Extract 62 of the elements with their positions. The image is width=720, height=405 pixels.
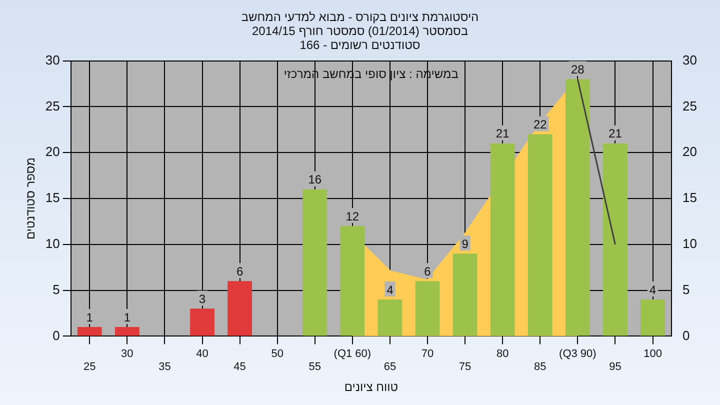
bar: [528, 134, 552, 336]
y2-tick-label: 20: [682, 144, 698, 160]
y2-tick-label: 30: [682, 52, 698, 68]
bar: [490, 143, 515, 336]
data-label: 4: [386, 282, 394, 297]
data-label: 4: [649, 282, 656, 297]
bar: [114, 327, 140, 336]
y-tick-label: 10: [45, 236, 60, 251]
data-label: 3: [198, 292, 206, 306]
bar: [77, 327, 102, 336]
x-tick-label: 25: [84, 361, 96, 374]
chart-title: היסטוגרמת ציונים בקורס - מבוא למדעי המחשב: [240, 10, 480, 24]
y2-tick-label: 5: [682, 282, 690, 297]
x-tick-label: 55: [308, 361, 322, 374]
data-label: 28: [571, 62, 585, 76]
x-axis-title: טווח ציונים: [344, 380, 398, 394]
bar: [565, 79, 590, 336]
data-label: 16: [308, 172, 322, 187]
bar: [340, 226, 365, 336]
chart-subtitle: בסמסטר (01/2014) סמסטר חורף 2014/15 סטודנטים רשומים - 166: [250, 24, 470, 52]
y2-tick-label: 10: [682, 236, 698, 251]
y-tick-label: 5: [52, 282, 60, 297]
bar: [640, 299, 665, 336]
x-tick-label: 40: [196, 348, 208, 360]
data-label: 1: [86, 310, 94, 324]
x-tick-label: 65: [384, 361, 396, 374]
y-axis-title: מספר סטודנטים: [24, 157, 38, 240]
x-tick-label: (Q1 60): [334, 348, 372, 360]
data-label: 21: [608, 126, 622, 141]
y-tick-label: 25: [45, 98, 60, 114]
y-tick-label: 15: [45, 190, 60, 206]
data-label: 22: [533, 118, 548, 132]
y-tick-label: 20: [45, 144, 60, 160]
data-label: 6: [424, 264, 432, 278]
bar: [603, 143, 628, 336]
bar: [302, 189, 328, 336]
x-tick-label: 75: [458, 361, 472, 374]
bar: [378, 299, 402, 336]
bar: [190, 308, 214, 336]
y2-tick-label: 0: [682, 328, 690, 343]
y2-tick-label: 25: [682, 98, 698, 114]
x-tick-label: 30: [121, 348, 134, 360]
bar: [228, 281, 252, 336]
x-tick-label: 85: [534, 361, 546, 374]
data-label: 1: [124, 310, 131, 324]
x-tick-label: 70: [421, 348, 434, 360]
bar: [415, 281, 440, 336]
x-tick-label: 95: [609, 361, 622, 374]
y-tick-label: 30: [45, 52, 60, 68]
x-tick-label: 80: [496, 348, 509, 360]
bar: [452, 254, 478, 336]
data-label: 6: [236, 264, 244, 278]
x-tick-label: (Q3 90): [559, 348, 596, 360]
data-label: 21: [496, 126, 510, 141]
x-tick-label: 50: [271, 348, 284, 360]
y2-tick-label: 15: [682, 190, 698, 206]
x-tick-label: 45: [234, 361, 246, 374]
y-tick-label: 0: [52, 328, 60, 343]
data-label: 12: [346, 209, 360, 224]
x-tick-label: 100: [644, 348, 662, 360]
data-label: 9: [462, 236, 469, 251]
x-tick-label: 35: [158, 361, 171, 374]
